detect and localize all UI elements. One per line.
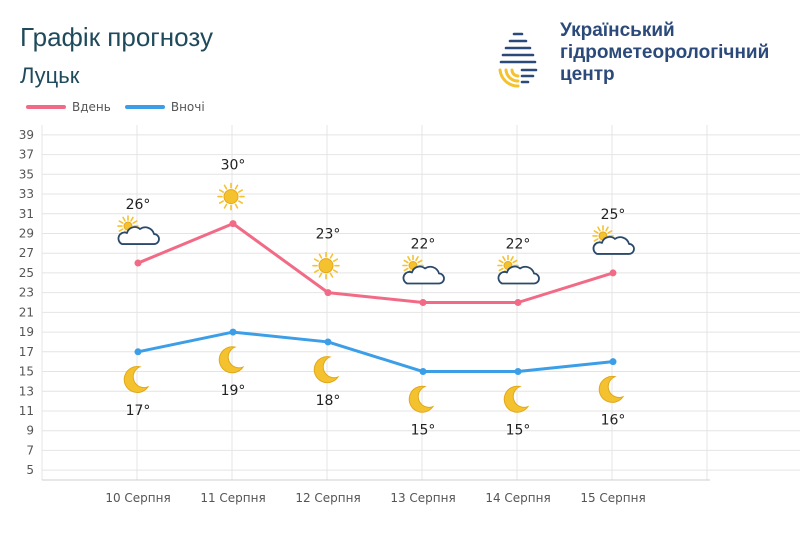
y-tick-label: 35 bbox=[19, 167, 34, 181]
y-tick-label: 23 bbox=[19, 286, 34, 300]
x-tick-label: 10 Серпня bbox=[105, 491, 170, 505]
page-title: Графік прогнозу bbox=[20, 22, 213, 52]
org-name-line1: Український bbox=[560, 20, 675, 41]
data-point-day[interactable] bbox=[514, 299, 522, 306]
y-tick-label: 17 bbox=[19, 345, 34, 359]
moon-icon bbox=[123, 366, 150, 393]
moon-icon bbox=[218, 346, 245, 374]
data-label-night: 18° bbox=[316, 393, 341, 409]
data-point-day[interactable] bbox=[609, 269, 617, 277]
y-tick-label: 31 bbox=[19, 207, 34, 221]
data-label-night: 19° bbox=[221, 383, 246, 399]
y-tick-label: 9 bbox=[26, 424, 34, 438]
y-tick-label: 11 bbox=[19, 404, 34, 418]
partly-cloudy-icon bbox=[117, 215, 160, 245]
partly-cloudy-icon bbox=[592, 225, 635, 255]
data-label-night: 15° bbox=[506, 423, 531, 439]
data-label-night: 15° bbox=[411, 423, 436, 439]
moon-icon bbox=[313, 356, 340, 384]
x-tick-label: 14 Серпня bbox=[485, 491, 550, 505]
y-tick-label: 13 bbox=[19, 384, 34, 398]
data-label-day: 22° bbox=[411, 237, 436, 253]
partly-cloudy-icon bbox=[497, 254, 540, 285]
legend-item-night[interactable]: Вночі bbox=[124, 100, 205, 114]
sun-icon bbox=[312, 251, 340, 280]
partly-cloudy-icon bbox=[402, 254, 445, 285]
legend-label-night: Вночі bbox=[170, 100, 205, 114]
legend-label-day: Вдень bbox=[72, 100, 111, 114]
x-tick-label: 12 Серпня bbox=[295, 491, 360, 505]
y-tick-label: 25 bbox=[19, 266, 34, 280]
y-tick-label: 37 bbox=[19, 148, 34, 162]
sun-icon bbox=[217, 182, 245, 211]
legend-swatch-night bbox=[124, 105, 165, 109]
data-label-day: 26° bbox=[126, 197, 151, 213]
data-point-night[interactable] bbox=[609, 358, 617, 366]
data-point-night[interactable] bbox=[514, 368, 522, 376]
y-tick-label: 27 bbox=[19, 246, 34, 260]
y-tick-label: 19 bbox=[19, 325, 34, 339]
y-tick-label: 39 bbox=[19, 128, 34, 142]
y-tick-label: 15 bbox=[19, 365, 34, 379]
hydromet-drop-logo-icon bbox=[498, 26, 538, 88]
y-tick-label: 21 bbox=[19, 305, 34, 319]
data-label-day: 22° bbox=[506, 237, 531, 253]
series-line-night bbox=[137, 330, 614, 374]
y-tick-label: 33 bbox=[19, 187, 34, 201]
data-label-day: 25° bbox=[601, 207, 626, 223]
moon-icon bbox=[503, 385, 530, 413]
chart-legend: Вдень Вночі bbox=[26, 100, 219, 114]
legend-swatch-day bbox=[26, 105, 66, 109]
data-point-night[interactable] bbox=[229, 328, 237, 336]
x-tick-label: 13 Серпня bbox=[390, 491, 455, 505]
data-label-night: 16° bbox=[601, 413, 626, 429]
data-point-day[interactable] bbox=[324, 289, 332, 297]
org-name-line2: гідрометеорологічний bbox=[560, 42, 770, 63]
data-label-day: 23° bbox=[316, 227, 341, 243]
data-point-day[interactable] bbox=[229, 220, 237, 228]
data-label-day: 30° bbox=[221, 158, 246, 174]
y-tick-label: 29 bbox=[19, 226, 34, 240]
data-point-night[interactable] bbox=[324, 338, 332, 346]
moon-icon bbox=[598, 375, 625, 403]
y-tick-label: 7 bbox=[26, 443, 34, 457]
moon-icon bbox=[408, 385, 435, 413]
org-name: Український гідрометеорологічний центр bbox=[560, 20, 769, 86]
data-point-day[interactable] bbox=[134, 259, 142, 267]
data-point-night[interactable] bbox=[134, 348, 142, 356]
series-line-day bbox=[137, 222, 614, 304]
data-point-day[interactable] bbox=[419, 299, 427, 306]
data-point-night[interactable] bbox=[419, 368, 427, 376]
x-tick-label: 11 Серпня bbox=[200, 491, 265, 505]
city-name: Луцьк bbox=[20, 63, 80, 88]
y-tick-label: 5 bbox=[26, 463, 34, 477]
org-name-line3: центр bbox=[560, 64, 615, 85]
data-label-night: 17° bbox=[126, 403, 151, 419]
legend-item-day[interactable]: Вдень bbox=[26, 100, 111, 114]
x-tick-label: 15 Серпня bbox=[580, 491, 645, 505]
